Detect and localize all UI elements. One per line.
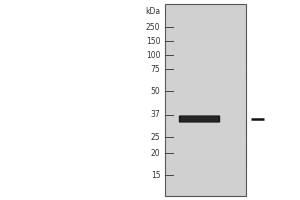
- Text: 250: 250: [146, 22, 160, 31]
- Bar: [165, 114, 246, 119]
- Bar: [165, 148, 246, 153]
- Bar: [165, 23, 246, 28]
- Bar: [165, 71, 246, 76]
- Bar: [165, 182, 246, 187]
- Bar: [165, 52, 246, 57]
- Bar: [165, 57, 246, 62]
- Text: 20: 20: [151, 148, 160, 158]
- FancyBboxPatch shape: [179, 115, 220, 123]
- Bar: [165, 38, 246, 43]
- Bar: [165, 119, 246, 124]
- Bar: [165, 47, 246, 52]
- Text: 150: 150: [146, 36, 160, 46]
- Text: 25: 25: [151, 132, 160, 142]
- Bar: [165, 162, 246, 167]
- Bar: [165, 167, 246, 172]
- Bar: [165, 110, 246, 115]
- Bar: [165, 95, 246, 100]
- Text: 37: 37: [151, 110, 160, 119]
- Text: 50: 50: [151, 86, 160, 96]
- Text: 15: 15: [151, 170, 160, 180]
- Bar: [165, 124, 246, 129]
- Bar: [165, 153, 246, 158]
- Bar: [165, 28, 246, 33]
- Text: kDa: kDa: [146, 6, 160, 16]
- Bar: [165, 62, 246, 67]
- Bar: [165, 90, 246, 95]
- Bar: [165, 105, 246, 110]
- Bar: [165, 100, 246, 105]
- Bar: [165, 14, 246, 19]
- Bar: [165, 138, 246, 143]
- Bar: [165, 76, 246, 81]
- Bar: [165, 129, 246, 134]
- Bar: [165, 33, 246, 38]
- Bar: [165, 86, 246, 91]
- Bar: [165, 143, 246, 148]
- Bar: [165, 18, 246, 23]
- Bar: [165, 81, 246, 86]
- Bar: [165, 66, 246, 71]
- Bar: [165, 191, 246, 196]
- Bar: [165, 9, 246, 14]
- Bar: [165, 177, 246, 182]
- Text: 100: 100: [146, 50, 160, 60]
- Text: 75: 75: [151, 64, 160, 73]
- Bar: [165, 42, 246, 47]
- Bar: [165, 172, 246, 177]
- Bar: [165, 186, 246, 191]
- Bar: [165, 4, 246, 196]
- FancyBboxPatch shape: [181, 117, 218, 121]
- Bar: [165, 4, 246, 9]
- Bar: [165, 158, 246, 163]
- Bar: [165, 134, 246, 139]
